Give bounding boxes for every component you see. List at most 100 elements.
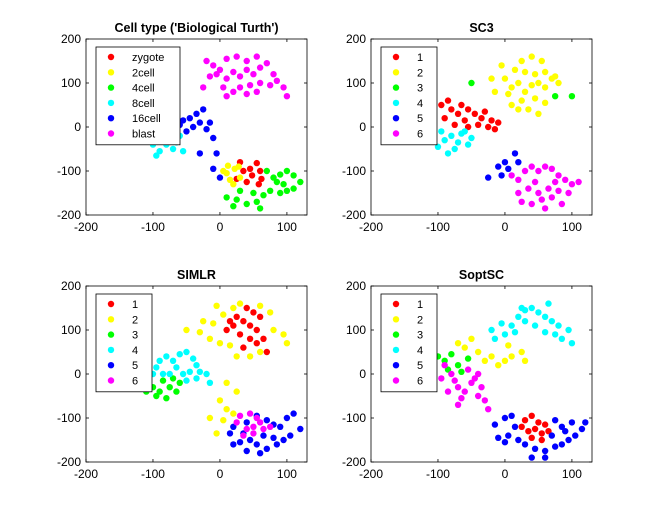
data-point — [246, 335, 254, 342]
data-point — [246, 436, 254, 444]
data-point — [216, 174, 224, 181]
legend-label: 3 — [132, 330, 138, 342]
data-point — [243, 66, 250, 74]
data-point — [230, 181, 237, 188]
data-point — [206, 414, 214, 422]
data-point — [243, 304, 250, 312]
data-point — [568, 419, 576, 426]
data-point — [193, 110, 200, 118]
data-point — [179, 148, 187, 155]
legend-marker — [392, 115, 400, 122]
data-point — [203, 370, 210, 378]
legend-marker — [392, 130, 400, 137]
data-point — [558, 423, 566, 430]
data-point — [260, 335, 267, 342]
data-point — [434, 143, 442, 150]
data-point — [545, 185, 552, 192]
legend-marker — [107, 331, 115, 338]
legend-marker — [392, 69, 400, 76]
data-point — [518, 304, 525, 312]
legend-marker — [392, 362, 400, 369]
data-point — [206, 379, 214, 386]
data-point — [538, 430, 545, 437]
legend-box — [380, 46, 438, 146]
data-point — [464, 123, 472, 131]
data-point — [508, 353, 515, 360]
data-point — [256, 64, 264, 71]
data-point — [266, 423, 274, 430]
data-point — [578, 425, 586, 433]
data-point — [454, 401, 462, 408]
data-point — [273, 77, 281, 85]
data-point — [535, 309, 542, 316]
data-point — [240, 318, 247, 325]
x-tick-label: 100 — [562, 220, 582, 234]
legend-label: blast — [132, 129, 155, 141]
data-point — [491, 88, 499, 96]
data-point — [458, 130, 465, 137]
data-point — [541, 313, 549, 320]
data-point — [216, 397, 224, 404]
data-point — [250, 189, 257, 197]
data-point — [538, 436, 545, 444]
data-point — [491, 335, 499, 342]
series-4 — [149, 348, 214, 386]
legend-box — [380, 293, 438, 393]
legend-marker — [392, 99, 400, 107]
series-3 — [468, 79, 576, 100]
legend: 1 2 3 4 5 6 — [380, 293, 438, 393]
data-point — [548, 432, 556, 439]
data-point — [256, 348, 264, 356]
data-point — [169, 375, 177, 382]
y-tick-label: 0 — [359, 120, 366, 134]
legend-marker — [107, 130, 115, 137]
data-point — [521, 441, 529, 448]
data-point — [280, 436, 287, 444]
data-point — [444, 388, 452, 395]
data-point — [189, 355, 197, 362]
data-point — [199, 84, 207, 91]
data-point — [203, 57, 210, 65]
data-point — [515, 436, 522, 444]
data-point — [541, 421, 549, 428]
legend-label: 2 — [417, 314, 423, 326]
data-point — [471, 110, 479, 118]
data-point — [224, 162, 232, 169]
data-point — [551, 443, 559, 450]
data-point — [458, 368, 465, 375]
data-point — [541, 68, 549, 76]
data-point — [210, 165, 217, 172]
data-point — [236, 187, 244, 194]
data-point — [484, 123, 492, 131]
data-point — [511, 150, 519, 157]
data-point — [277, 189, 284, 197]
data-point — [156, 357, 163, 364]
data-point — [230, 423, 237, 430]
data-point — [548, 318, 556, 325]
data-point — [461, 117, 468, 124]
legend-marker — [392, 300, 400, 308]
data-point — [179, 117, 187, 124]
data-point — [199, 106, 207, 113]
legend-marker — [107, 69, 115, 76]
data-point — [491, 126, 499, 133]
data-point — [448, 351, 455, 358]
data-point — [541, 163, 549, 170]
data-point — [495, 362, 502, 369]
data-point — [468, 79, 475, 87]
data-point — [458, 395, 465, 402]
series-1 — [518, 412, 552, 444]
legend-marker — [107, 300, 115, 308]
data-point — [297, 178, 304, 186]
data-point — [551, 73, 559, 80]
data-point — [256, 302, 264, 309]
series-6 — [508, 163, 582, 212]
series-zygote — [233, 159, 265, 188]
data-point — [478, 115, 485, 122]
data-point — [273, 441, 281, 448]
data-point — [230, 441, 237, 448]
data-point — [266, 82, 274, 89]
data-point — [270, 434, 277, 441]
data-point — [183, 326, 190, 334]
x-tick-label: -100 — [426, 220, 450, 234]
